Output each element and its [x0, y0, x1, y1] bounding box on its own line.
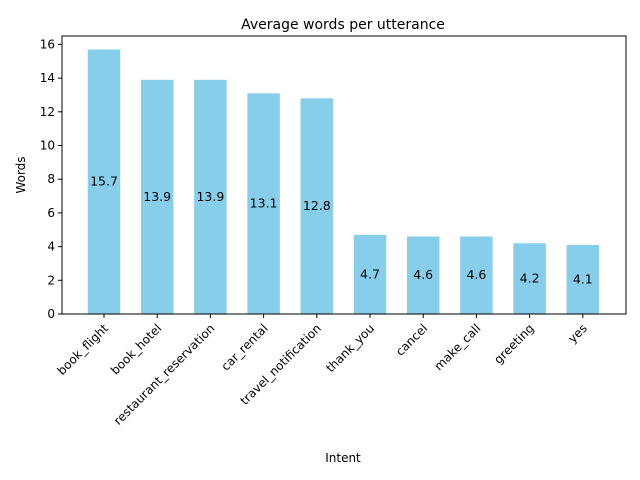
- bar-value-label-travel-notification: 12.8: [303, 198, 331, 213]
- y-tick-label-8: 8: [47, 172, 55, 186]
- y-tick-label-10: 10: [40, 139, 55, 153]
- bar-restaurant-reservation: [194, 79, 227, 314]
- y-tick-label-14: 14: [40, 71, 55, 85]
- bar-labels-group: 15.7 13.9 13.9 13.1 12.8 4.7 4.6 4.6 4.2 4.1: [90, 174, 593, 287]
- y-tick-label-12: 12: [40, 105, 55, 119]
- plot-frame: [61, 35, 627, 315]
- y-tick-label-16: 16: [40, 37, 55, 51]
- x-axis-label: Intent: [325, 451, 361, 465]
- bar-thank-you: [353, 234, 387, 314]
- bar-value-label-book-hotel: 13.9: [143, 189, 171, 204]
- bar-cancel: [406, 236, 440, 314]
- x-tick-label-cancel: cancel: [393, 321, 430, 358]
- x-tick-label-make-call: make_call: [431, 321, 483, 373]
- bar-car-rental: [247, 93, 280, 314]
- y-tick-label-4: 4: [47, 240, 55, 254]
- x-tick-label-greeting: greeting: [491, 321, 536, 366]
- bar-value-label-make-call: 4.6: [466, 267, 486, 282]
- x-tick-label-yes: yes: [565, 321, 590, 346]
- bars-group: [87, 49, 600, 315]
- bar-value-label-cancel: 4.6: [413, 267, 433, 282]
- bar-book-hotel: [140, 79, 174, 314]
- bar-make-call: [460, 236, 493, 314]
- bar-travel-notification: [300, 98, 334, 315]
- bar-value-label-yes: 4.1: [573, 271, 593, 286]
- x-tick-label-book-hotel: book_hotel: [108, 321, 164, 377]
- bar-value-label-restaurant-reservation: 13.9: [196, 189, 224, 204]
- y-axis-label: Words: [14, 156, 28, 193]
- bar-value-label-car-rental: 13.1: [250, 196, 278, 211]
- y-tick-label-6: 6: [47, 206, 55, 220]
- bar-yes: [566, 244, 600, 314]
- bar-value-label-book-flight: 15.7: [90, 174, 118, 189]
- x-tick-label-restaurant-reservation: restaurant_reservation: [111, 321, 218, 428]
- x-axis: book_flightbook_hotelrestaurant_reservat…: [54, 314, 590, 428]
- x-tick-label-thank-you: thank_you: [323, 321, 377, 375]
- bar-value-label-greeting: 4.2: [520, 271, 540, 286]
- x-tick-label-car-rental: car_rental: [218, 321, 270, 373]
- y-tick-label-0: 0: [47, 307, 55, 321]
- chart-title: Average words per utterance: [241, 17, 445, 33]
- bar-book-flight: [87, 49, 121, 314]
- x-tick-label-book-flight: book_flight: [54, 321, 111, 378]
- bar-greeting: [513, 243, 546, 314]
- bar-value-label-thank-you: 4.7: [360, 266, 380, 281]
- y-axis: 0 2 4 6 8 10 12 14 16: [40, 37, 62, 321]
- y-tick-label-2: 2: [47, 273, 55, 287]
